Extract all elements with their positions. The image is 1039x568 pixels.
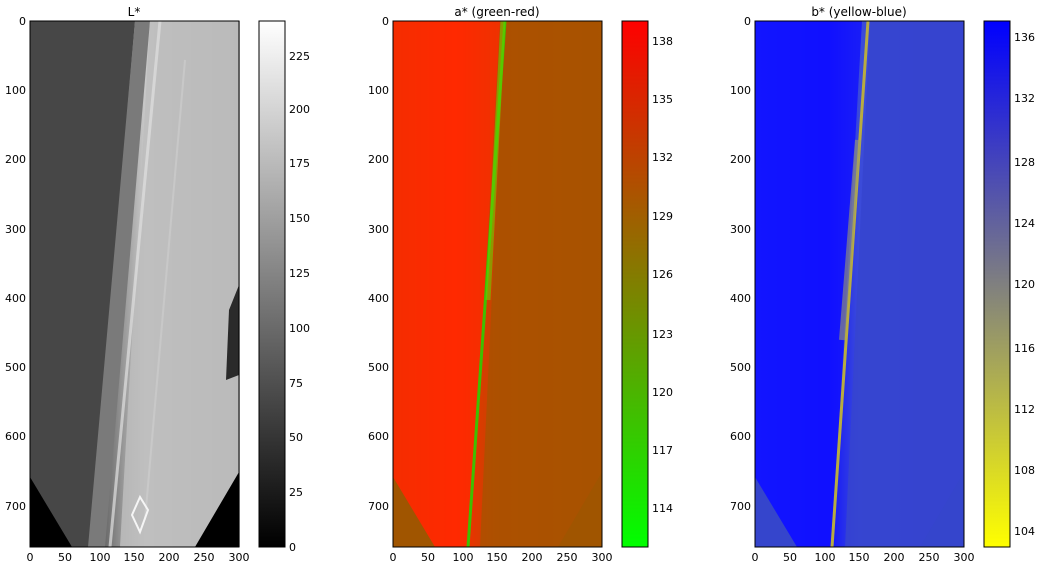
svg-text:400: 400 [5, 292, 26, 305]
svg-text:124: 124 [1014, 217, 1035, 230]
svg-text:114: 114 [652, 502, 673, 515]
svg-text:112: 112 [1014, 403, 1035, 416]
svg-text:117: 117 [652, 444, 673, 457]
svg-text:600: 600 [368, 430, 389, 443]
svg-text:200: 200 [289, 103, 310, 116]
svg-text:0: 0 [19, 15, 26, 28]
svg-text:126: 126 [652, 268, 673, 281]
svg-text:0: 0 [744, 15, 751, 28]
svg-text:0: 0 [289, 541, 296, 554]
svg-text:400: 400 [730, 292, 751, 305]
a-channel-colorbar: 114 117 120 123 126 129 132 135 138 [621, 20, 673, 548]
a-channel-y-axis: 0 100 200 300 400 500 600 700 [368, 15, 389, 513]
svg-text:150: 150 [124, 551, 145, 564]
b-channel-image [754, 20, 965, 548]
svg-text:500: 500 [368, 361, 389, 374]
b-channel-y-axis: 0 100 200 300 400 500 600 700 [730, 15, 751, 513]
a-channel-image [392, 20, 603, 548]
svg-text:100: 100 [5, 84, 26, 97]
svg-text:250: 250 [557, 551, 578, 564]
svg-text:129: 129 [652, 210, 673, 223]
svg-text:100: 100 [90, 551, 111, 564]
svg-text:100: 100 [453, 551, 474, 564]
svg-text:400: 400 [368, 292, 389, 305]
b-channel-colorbar: 104 108 112 116 120 124 128 132 136 [983, 20, 1035, 548]
svg-text:100: 100 [730, 84, 751, 97]
svg-text:135: 135 [652, 93, 673, 106]
panel-b-channel: b* (yellow-blue) 0 50 100 150 200 250 30… [730, 5, 1035, 564]
a-channel-x-axis: 0 50 100 150 200 250 300 [390, 551, 613, 564]
svg-text:136: 136 [1014, 31, 1035, 44]
svg-text:0: 0 [27, 551, 34, 564]
svg-text:500: 500 [5, 361, 26, 374]
panel-title: L* [128, 5, 141, 19]
svg-text:25: 25 [289, 486, 303, 499]
svg-text:100: 100 [815, 551, 836, 564]
svg-text:0: 0 [382, 15, 389, 28]
svg-text:300: 300 [954, 551, 975, 564]
svg-text:100: 100 [368, 84, 389, 97]
svg-text:700: 700 [5, 500, 26, 513]
svg-text:75: 75 [289, 377, 303, 390]
svg-text:600: 600 [5, 430, 26, 443]
svg-text:200: 200 [522, 551, 543, 564]
svg-text:200: 200 [5, 153, 26, 166]
svg-text:50: 50 [421, 551, 435, 564]
svg-text:150: 150 [289, 212, 310, 225]
svg-text:175: 175 [289, 157, 310, 170]
svg-text:200: 200 [730, 153, 751, 166]
svg-text:200: 200 [884, 551, 905, 564]
svg-text:120: 120 [1014, 278, 1035, 291]
svg-text:250: 250 [194, 551, 215, 564]
svg-text:104: 104 [1014, 525, 1035, 538]
svg-text:700: 700 [368, 500, 389, 513]
svg-text:150: 150 [487, 551, 508, 564]
svg-text:50: 50 [58, 551, 72, 564]
svg-text:300: 300 [5, 223, 26, 236]
svg-text:300: 300 [368, 223, 389, 236]
lightness-colorbar: 0 25 50 75 100 125 150 175 200 225 [258, 20, 310, 554]
svg-text:150: 150 [849, 551, 870, 564]
svg-text:138: 138 [652, 35, 673, 48]
svg-text:300: 300 [229, 551, 250, 564]
svg-text:123: 123 [652, 328, 673, 341]
panel-a-channel: a* (green-red) 0 50 100 150 200 250 300 … [368, 5, 673, 564]
lightness-y-axis: 0 100 200 300 400 500 600 700 [5, 15, 26, 513]
svg-text:225: 225 [289, 50, 310, 63]
svg-text:200: 200 [368, 153, 389, 166]
svg-text:120: 120 [652, 386, 673, 399]
svg-text:0: 0 [390, 551, 397, 564]
svg-text:116: 116 [1014, 342, 1035, 355]
panel-title: b* (yellow-blue) [811, 5, 906, 19]
lightness-image [29, 20, 240, 548]
svg-text:0: 0 [752, 551, 759, 564]
svg-text:700: 700 [730, 500, 751, 513]
svg-text:50: 50 [783, 551, 797, 564]
svg-text:300: 300 [730, 223, 751, 236]
svg-text:125: 125 [289, 267, 310, 280]
svg-text:132: 132 [652, 151, 673, 164]
svg-text:200: 200 [159, 551, 180, 564]
svg-text:50: 50 [289, 431, 303, 444]
b-channel-x-axis: 0 50 100 150 200 250 300 [752, 551, 975, 564]
svg-text:132: 132 [1014, 92, 1035, 105]
panel-title: a* (green-red) [454, 5, 539, 19]
svg-text:128: 128 [1014, 156, 1035, 169]
svg-text:300: 300 [592, 551, 613, 564]
svg-text:600: 600 [730, 430, 751, 443]
svg-text:500: 500 [730, 361, 751, 374]
svg-text:108: 108 [1014, 464, 1035, 477]
svg-text:250: 250 [919, 551, 940, 564]
svg-text:100: 100 [289, 322, 310, 335]
panel-lightness: L* 0 50 100 150 200 250 300 0 100 200 [5, 5, 310, 564]
lightness-x-axis: 0 50 100 150 200 250 300 [27, 551, 250, 564]
